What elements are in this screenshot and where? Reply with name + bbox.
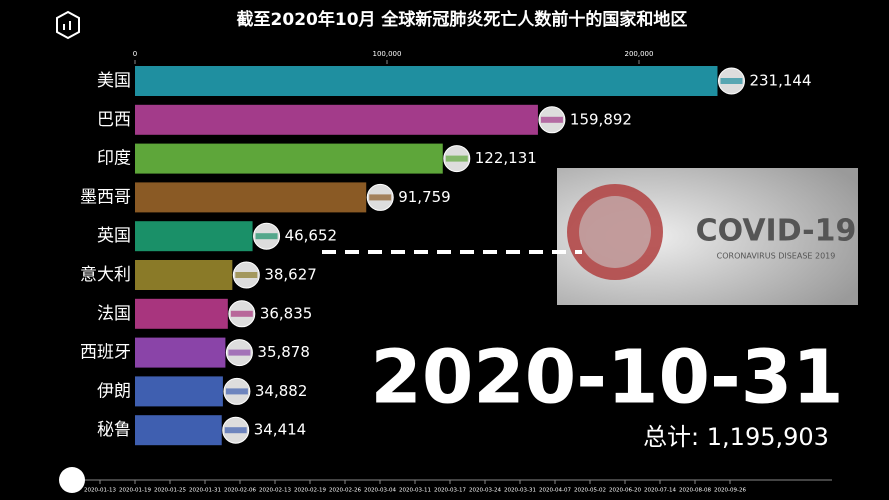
category-label: 伊朗 xyxy=(97,381,131,401)
timeline-label: 2020-03-11 xyxy=(399,488,431,494)
timeline-label: 2020-03-24 xyxy=(469,488,501,494)
value-label: 122,131 xyxy=(475,149,537,167)
value-label: 231,144 xyxy=(749,72,811,90)
x-tick-label: 200,000 xyxy=(625,50,654,58)
date-label: 2020-10-31 xyxy=(370,335,843,421)
value-label: 36,835 xyxy=(260,304,313,322)
timeline-label: 2020-03-04 xyxy=(364,488,396,494)
category-label: 印度 xyxy=(97,149,131,169)
covid-image: COVID-19 CORONAVIRUS DISEASE 2019 xyxy=(557,168,858,305)
category-label: 英国 xyxy=(97,226,131,246)
value-label: 91,759 xyxy=(398,188,451,206)
flag-stripe xyxy=(540,116,563,123)
flag-stripe xyxy=(255,233,278,240)
timeline-label: 2020-01-31 xyxy=(189,488,221,494)
total-label: 总计: 1,195,903 xyxy=(643,423,829,451)
timeline-label: 2020-04-07 xyxy=(539,488,571,494)
chart-title: 截至2020年10月 全球新冠肺炎死亡人数前十的国家和地区 xyxy=(237,9,688,30)
timeline-label: 2020-03-31 xyxy=(504,488,536,494)
logo xyxy=(56,10,80,40)
category-label: 巴西 xyxy=(97,110,131,130)
flag-stripe xyxy=(235,272,258,278)
timeline-label: 2020-02-13 xyxy=(259,488,291,494)
timeline-label: 2020-02-06 xyxy=(224,488,256,494)
bar xyxy=(135,415,222,446)
value-label: 38,627 xyxy=(264,266,317,284)
x-tick-label: 100,000 xyxy=(373,50,402,58)
value-label: 34,882 xyxy=(255,382,308,400)
timeline-label: 2020-07-14 xyxy=(644,488,676,494)
value-label: 159,892 xyxy=(570,110,632,128)
timeline-label: 2020-08-08 xyxy=(679,488,711,494)
category-label: 秘鲁 xyxy=(97,420,131,440)
flag-stripe xyxy=(445,155,468,162)
bar xyxy=(135,376,223,407)
flag-stripe xyxy=(720,78,743,84)
timeline-label: 2020-02-26 xyxy=(329,488,361,494)
bar xyxy=(135,337,226,368)
flag-stripe xyxy=(225,388,248,395)
value-label: 46,652 xyxy=(285,227,338,245)
category-label: 墨西哥 xyxy=(80,187,131,207)
bar xyxy=(135,221,253,252)
bar xyxy=(135,143,443,174)
flag-stripe xyxy=(230,310,253,317)
timeline-label: 2020-06-20 xyxy=(609,488,641,494)
timeline-label: 2020-03-17 xyxy=(434,488,466,494)
timeline-label: 2020-01-25 xyxy=(154,488,186,494)
flag-stripe xyxy=(224,427,247,434)
image-title: COVID-19 xyxy=(696,214,857,249)
flag-stripe xyxy=(228,349,251,356)
bar xyxy=(135,182,367,213)
timeline-handle[interactable] xyxy=(59,467,85,493)
flag-stripe xyxy=(369,194,392,201)
category-label: 美国 xyxy=(97,71,131,91)
image-subtitle: CORONAVIRUS DISEASE 2019 xyxy=(717,252,836,261)
category-label: 西班牙 xyxy=(80,343,131,363)
value-label: 34,414 xyxy=(254,421,306,439)
bar xyxy=(135,260,233,290)
timeline-label: 2020-05-02 xyxy=(574,488,606,494)
timeline-label: 2020-02-19 xyxy=(294,488,326,494)
bar xyxy=(135,104,538,135)
timeline-label: 2020-01-13 xyxy=(84,488,116,494)
bar xyxy=(135,298,228,329)
timeline-label: 2020-01-19 xyxy=(119,488,151,494)
category-label: 意大利 xyxy=(80,265,131,285)
category-label: 法国 xyxy=(97,304,131,324)
timeline-label: 2020-09-26 xyxy=(714,488,746,494)
bar xyxy=(135,66,718,96)
x-tick-label: 0 xyxy=(133,50,137,58)
value-label: 35,878 xyxy=(257,343,310,361)
